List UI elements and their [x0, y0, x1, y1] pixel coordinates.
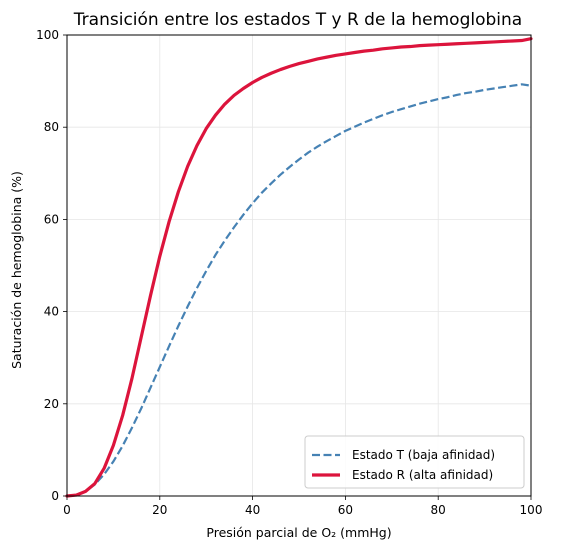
x-tick-label: 20	[152, 503, 167, 517]
series-line-estado-t	[66, 83, 532, 498]
x-tick-label: 0	[63, 503, 71, 517]
x-axis-label: Presión parcial de O₂ (mmHg)	[206, 525, 391, 540]
legend-box	[304, 435, 525, 489]
y-axis-label: Saturación de hemoglobina (%)	[9, 171, 24, 369]
ticks: 0 20 40 60 80 100 0 20 40 60 80 100	[36, 28, 542, 517]
grid	[66, 34, 532, 497]
y-tick-label: 20	[44, 397, 59, 411]
legend-label-t: Estado T (baja afinidad)	[352, 448, 495, 462]
legend-label-r: Estado R (alta afinidad)	[352, 468, 493, 482]
y-tick-label: 40	[44, 305, 59, 319]
plot-frame	[66, 34, 532, 497]
series-line-estado-r	[65, 37, 533, 498]
y-tick-label: 60	[44, 212, 59, 226]
legend: Estado T (baja afinidad) Estado R (alta …	[304, 435, 525, 489]
x-tick-label: 60	[338, 503, 353, 517]
x-tick-label: 40	[245, 503, 260, 517]
y-tick-label: 0	[51, 489, 59, 503]
chart-title: Transición entre los estados T y R de la…	[73, 10, 522, 30]
series-layer	[65, 37, 533, 498]
x-tick-label: 100	[520, 503, 543, 517]
y-tick-label: 100	[36, 28, 59, 42]
x-tick-label: 80	[431, 503, 446, 517]
y-tick-label: 80	[44, 120, 59, 134]
